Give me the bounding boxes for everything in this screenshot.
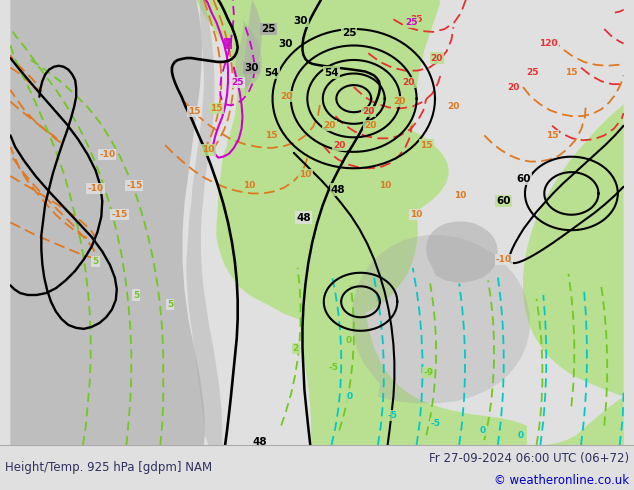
Text: 10: 10 bbox=[243, 181, 256, 190]
Text: 5: 5 bbox=[133, 291, 139, 299]
Polygon shape bbox=[426, 221, 498, 282]
Text: 20: 20 bbox=[280, 92, 292, 101]
Text: 0: 0 bbox=[479, 426, 486, 435]
Polygon shape bbox=[236, 19, 262, 87]
Text: © weatheronline.co.uk: © weatheronline.co.uk bbox=[494, 474, 629, 488]
Text: 25: 25 bbox=[410, 15, 423, 24]
Text: 48: 48 bbox=[252, 437, 268, 447]
Text: 60: 60 bbox=[496, 196, 511, 206]
Text: 10: 10 bbox=[202, 146, 215, 154]
Text: -5: -5 bbox=[328, 363, 339, 372]
Polygon shape bbox=[227, 104, 527, 445]
Polygon shape bbox=[245, 0, 262, 95]
Text: -15: -15 bbox=[126, 181, 142, 190]
Text: 15: 15 bbox=[188, 107, 200, 116]
Text: -10: -10 bbox=[99, 150, 115, 159]
Text: 120: 120 bbox=[539, 39, 557, 48]
Text: 5: 5 bbox=[167, 300, 173, 309]
Polygon shape bbox=[484, 104, 624, 445]
Text: 20: 20 bbox=[393, 97, 405, 106]
Text: -10: -10 bbox=[496, 255, 512, 264]
Text: 15: 15 bbox=[210, 104, 223, 113]
Text: 30: 30 bbox=[294, 16, 308, 26]
Text: -10: -10 bbox=[87, 184, 103, 193]
Text: 30: 30 bbox=[279, 39, 294, 49]
Text: 0: 0 bbox=[346, 336, 352, 345]
Text: 15: 15 bbox=[420, 141, 432, 149]
Text: 2: 2 bbox=[225, 39, 231, 48]
Polygon shape bbox=[581, 416, 624, 445]
Text: 25: 25 bbox=[342, 28, 356, 38]
Polygon shape bbox=[352, 235, 530, 403]
Text: Fr 27-09-2024 06:00 UTC (06+72): Fr 27-09-2024 06:00 UTC (06+72) bbox=[429, 452, 629, 465]
Text: 0: 0 bbox=[347, 392, 353, 401]
Text: 10: 10 bbox=[380, 181, 392, 190]
Text: 54: 54 bbox=[324, 68, 339, 77]
Polygon shape bbox=[186, 0, 222, 445]
Text: Height/Temp. 925 hPa [gdpm] NAM: Height/Temp. 925 hPa [gdpm] NAM bbox=[5, 461, 212, 474]
Text: 2: 2 bbox=[293, 343, 299, 353]
Text: 48: 48 bbox=[296, 213, 311, 222]
Text: -5: -5 bbox=[387, 412, 398, 420]
Text: 20: 20 bbox=[430, 53, 443, 63]
Text: 20: 20 bbox=[447, 102, 460, 111]
Polygon shape bbox=[196, 0, 440, 322]
Text: 48: 48 bbox=[331, 185, 346, 195]
Text: 10: 10 bbox=[410, 210, 423, 219]
Text: 25: 25 bbox=[231, 78, 244, 87]
Text: 15: 15 bbox=[265, 131, 278, 140]
Text: 0: 0 bbox=[518, 431, 524, 440]
Text: 30: 30 bbox=[244, 63, 259, 73]
Text: 20: 20 bbox=[364, 121, 377, 130]
Text: 25: 25 bbox=[406, 18, 418, 27]
Text: -15: -15 bbox=[112, 210, 128, 219]
Text: -9: -9 bbox=[423, 368, 433, 377]
Text: 20: 20 bbox=[403, 78, 415, 87]
Text: 5: 5 bbox=[93, 257, 99, 266]
Text: 60: 60 bbox=[517, 174, 531, 184]
Text: 54: 54 bbox=[264, 68, 279, 77]
Text: -5: -5 bbox=[431, 419, 441, 428]
Text: 20: 20 bbox=[362, 107, 375, 116]
Text: 20: 20 bbox=[507, 82, 519, 92]
Text: 25: 25 bbox=[261, 24, 276, 34]
Text: 10: 10 bbox=[454, 191, 467, 200]
Text: 15: 15 bbox=[565, 68, 578, 77]
Polygon shape bbox=[10, 0, 205, 445]
Text: 10: 10 bbox=[299, 170, 311, 178]
Text: 15: 15 bbox=[546, 131, 559, 140]
Text: 20: 20 bbox=[323, 121, 336, 130]
Text: 20: 20 bbox=[333, 141, 346, 149]
Text: 25: 25 bbox=[526, 68, 539, 77]
